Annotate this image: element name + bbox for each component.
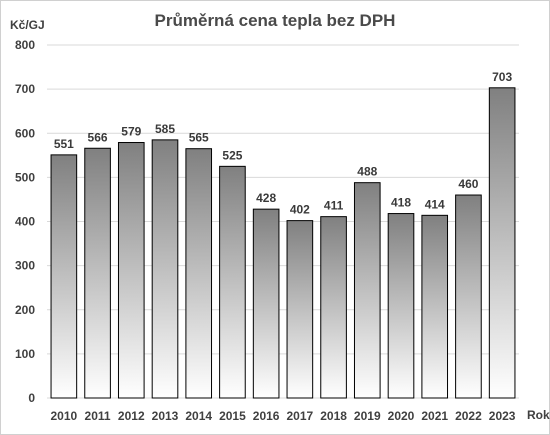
bar bbox=[84, 147, 111, 399]
y-tick-label: 600 bbox=[15, 126, 35, 140]
data-label: 551 bbox=[54, 137, 74, 151]
bar bbox=[488, 87, 516, 399]
data-label: 703 bbox=[492, 70, 512, 84]
data-label: 585 bbox=[155, 122, 175, 136]
y-tick-label: 400 bbox=[15, 215, 35, 229]
y-tick-label: 800 bbox=[15, 38, 35, 52]
y-axis-ticks: 0 100 200 300 400 500 600 700 800 bbox=[15, 38, 35, 405]
x-tick-label: 2018 bbox=[320, 409, 347, 423]
bar bbox=[320, 216, 347, 399]
x-tick-label: 2023 bbox=[489, 409, 516, 423]
x-axis-ticks: 2010 2011 2012 2013 2014 2015 2016 2017 2018 2019… bbox=[51, 409, 516, 423]
chart-title: Průměrná cena tepla bez DPH bbox=[155, 11, 396, 30]
data-label: 579 bbox=[121, 125, 141, 139]
y-tick-label: 100 bbox=[15, 347, 35, 361]
bar bbox=[185, 148, 213, 399]
x-tick-label: 2022 bbox=[455, 409, 482, 423]
y-tick-label: 300 bbox=[15, 259, 35, 273]
x-axis-label: Rok bbox=[527, 408, 550, 422]
data-label: 460 bbox=[458, 177, 478, 191]
bar bbox=[151, 139, 179, 399]
x-tick-label: 2013 bbox=[152, 409, 179, 423]
y-tick-label: 200 bbox=[15, 303, 35, 317]
data-label: 565 bbox=[189, 131, 209, 145]
x-tick-label: 2019 bbox=[354, 409, 381, 423]
x-tick-label: 2012 bbox=[118, 409, 145, 423]
bar bbox=[117, 142, 145, 399]
data-label: 488 bbox=[357, 165, 377, 179]
bar bbox=[455, 194, 482, 399]
bar bbox=[219, 165, 246, 399]
x-tick-label: 2016 bbox=[253, 409, 280, 423]
x-tick-label: 2021 bbox=[421, 409, 448, 423]
gridlines bbox=[47, 44, 519, 399]
bar bbox=[353, 182, 381, 399]
y-axis-label: Kč/GJ bbox=[10, 18, 45, 32]
bar bbox=[252, 208, 280, 399]
data-label: 414 bbox=[425, 197, 445, 211]
x-tick-label: 2017 bbox=[287, 409, 314, 423]
value-labels: 551 566 579 585 565 525 428 402 411 488 418 414 460 7… bbox=[54, 70, 513, 217]
data-label: 418 bbox=[391, 196, 411, 210]
y-tick-label: 0 bbox=[28, 391, 35, 405]
x-tick-label: 2015 bbox=[219, 409, 246, 423]
data-label: 402 bbox=[290, 203, 310, 217]
bar bbox=[50, 154, 78, 399]
x-tick-label: 2010 bbox=[51, 409, 78, 423]
data-label: 525 bbox=[222, 148, 242, 162]
bars bbox=[50, 87, 516, 399]
x-tick-label: 2014 bbox=[185, 409, 212, 423]
bar bbox=[421, 214, 449, 399]
y-tick-label: 700 bbox=[15, 82, 35, 96]
bar bbox=[286, 220, 314, 399]
bar bbox=[387, 213, 415, 399]
y-tick-label: 500 bbox=[15, 170, 35, 184]
data-label: 566 bbox=[88, 130, 108, 144]
data-label: 428 bbox=[256, 191, 276, 205]
x-tick-label: 2011 bbox=[85, 409, 111, 423]
x-tick-label: 2020 bbox=[388, 409, 415, 423]
data-label: 411 bbox=[324, 199, 344, 213]
